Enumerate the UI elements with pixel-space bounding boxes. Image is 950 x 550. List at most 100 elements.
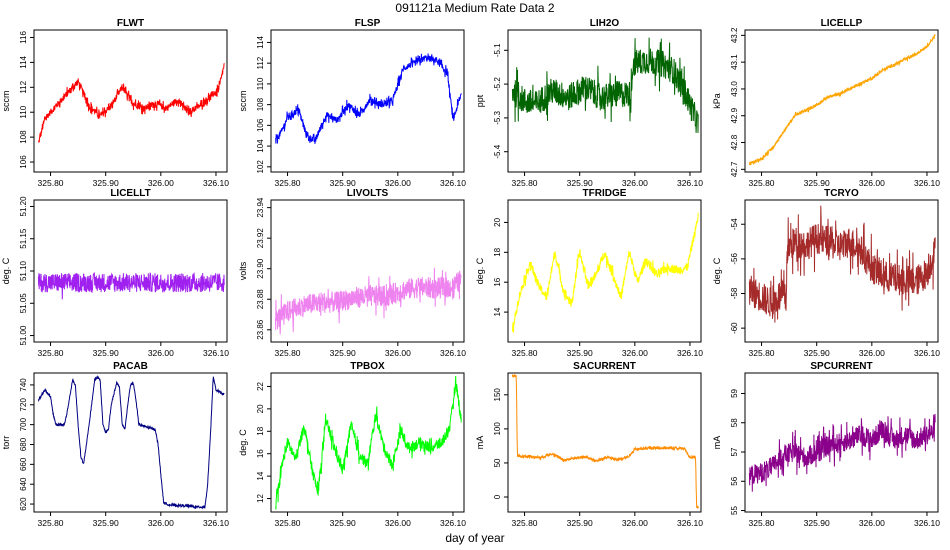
y-axis-label: sccm — [1, 91, 11, 112]
y-tick-label: -5.2 — [493, 77, 502, 91]
y-axis-label: deg. C — [475, 257, 485, 284]
panel-lih2o: LIH2O ppt 325.80 325.90 326.00 326.10 -5.4 -5.3… — [475, 18, 703, 188]
y-tick-label: 55 — [730, 506, 739, 515]
x-tick-label: 325.90 — [567, 518, 593, 528]
y-tick-label: 43.2 — [730, 27, 739, 43]
panel-title: TPBOX — [350, 361, 385, 372]
series-tpbox — [275, 375, 462, 510]
x-axis-label: day of year — [445, 531, 505, 545]
y-tick-label: 12 — [256, 494, 265, 503]
y-tick-label: -56 — [730, 253, 739, 265]
y-tick-label: 116 — [19, 31, 28, 44]
x-tick-label: 325.80 — [512, 518, 538, 528]
x-tick-label: 325.90 — [330, 348, 356, 358]
y-tick-label: 56 — [730, 476, 739, 485]
y-tick-label: 58 — [730, 418, 739, 427]
x-tick-label: 326.10 — [440, 518, 466, 528]
y-tick-label: 16 — [256, 449, 265, 458]
x-tick-label: 326.00 — [148, 348, 174, 358]
panel-title: TFRIDGE — [583, 188, 627, 199]
y-tick-label: 50 — [493, 458, 502, 467]
series-licellp — [748, 33, 936, 166]
y-tick-label: -60 — [730, 322, 739, 334]
y-tick-label: 51.15 — [19, 228, 28, 249]
x-tick-label: 325.90 — [93, 348, 119, 358]
y-axis-label: kPa — [712, 93, 722, 109]
data-line — [37, 375, 225, 510]
panel-title: FLWT — [117, 18, 144, 29]
x-tick-label: 326.10 — [914, 178, 940, 188]
x-tick-label: 326.00 — [148, 178, 174, 188]
x-tick-label: 326.00 — [385, 178, 411, 188]
plot-frame — [270, 372, 465, 513]
y-tick-label: 14 — [493, 307, 502, 316]
x-tick-label: 325.90 — [93, 178, 119, 188]
series-livolts — [274, 267, 462, 335]
plot-frame — [507, 372, 702, 513]
panel-tfridge: TFRIDGE deg. C 325.80 325.90 326.00 326.10 14 1… — [475, 188, 703, 358]
y-tick-label: 106 — [256, 118, 265, 132]
y-tick-label: -58 — [730, 287, 739, 299]
panel-pacab: PACAB torr 325.80 325.90 326.00 326.10 620 640 6… — [1, 361, 229, 528]
y-tick-label: 51.00 — [19, 325, 28, 346]
panel-flwt: FLWT sccm 325.80 325.90 326.00 326.10 106 108 11… — [1, 18, 229, 188]
x-tick-label: 325.80 — [275, 518, 301, 528]
y-tick-label: 720 — [19, 398, 28, 412]
x-tick-label: 326.10 — [440, 348, 466, 358]
y-tick-label: 23.94 — [256, 197, 265, 218]
y-tick-label: -5.4 — [493, 144, 502, 158]
x-tick-label: 326.00 — [859, 178, 885, 188]
y-axis-label: mA — [475, 436, 485, 450]
y-tick-label: 43.0 — [730, 81, 739, 97]
panel-title: LIVOLTS — [347, 188, 389, 199]
data-line — [274, 53, 462, 144]
x-tick-label: 326.00 — [148, 518, 174, 528]
y-tick-label: 104 — [256, 139, 265, 153]
y-tick-label: -5.1 — [493, 43, 502, 57]
panel-sacurrent: SACURRENT mA 325.80 325.90 326.00 326.10 0 50 10… — [475, 361, 703, 528]
y-tick-label: -54 — [730, 218, 739, 230]
data-line — [511, 374, 699, 509]
panel-title: TCRYO — [824, 188, 859, 199]
x-tick-label: 326.00 — [385, 348, 411, 358]
y-tick-label: 51.05 — [19, 293, 28, 314]
y-axis-label: volts — [238, 261, 248, 280]
x-tick-label: 326.10 — [203, 518, 229, 528]
plot-frame — [507, 199, 702, 343]
y-tick-label: 100 — [493, 422, 502, 436]
series-licellt — [37, 271, 225, 300]
plot-frame — [33, 199, 228, 343]
y-tick-label: 43.1 — [730, 54, 739, 70]
panel-tpbox: TPBOX deg. C 325.80 325.90 326.00 326.10 12 14 1… — [238, 361, 466, 528]
y-tick-label: 102 — [256, 160, 265, 174]
data-line — [511, 37, 699, 133]
y-axis-label: deg. C — [238, 429, 248, 456]
y-tick-label: 23.88 — [256, 289, 265, 310]
panel-flsp: FLSP sccm 325.80 325.90 326.00 326.10 102 104 10… — [238, 18, 466, 188]
x-tick-label: 325.90 — [804, 518, 830, 528]
x-tick-label: 325.90 — [804, 178, 830, 188]
x-tick-label: 325.90 — [330, 518, 356, 528]
x-tick-label: 325.80 — [512, 178, 538, 188]
y-tick-label: 640 — [19, 477, 28, 491]
x-tick-label: 325.80 — [749, 518, 775, 528]
y-tick-label: 700 — [19, 417, 28, 431]
x-tick-label: 325.80 — [749, 348, 775, 358]
x-tick-label: 326.10 — [914, 518, 940, 528]
y-tick-label: 18 — [493, 247, 502, 256]
series-pacab — [37, 375, 225, 510]
series-sacurrent — [511, 374, 699, 509]
y-tick-label: 16 — [493, 277, 502, 286]
x-tick-label: 326.00 — [859, 518, 885, 528]
y-tick-label: 42.7 — [730, 161, 739, 177]
series-tfridge — [511, 212, 699, 333]
y-tick-label: 0 — [493, 494, 502, 499]
panel-title: SPCURRENT — [810, 361, 872, 372]
y-tick-label: 108 — [256, 97, 265, 111]
y-tick-label: 20 — [256, 404, 265, 413]
series-lih2o — [511, 37, 699, 133]
y-tick-label: 108 — [19, 130, 28, 144]
data-line — [748, 205, 936, 323]
y-tick-label: 114 — [256, 36, 265, 49]
